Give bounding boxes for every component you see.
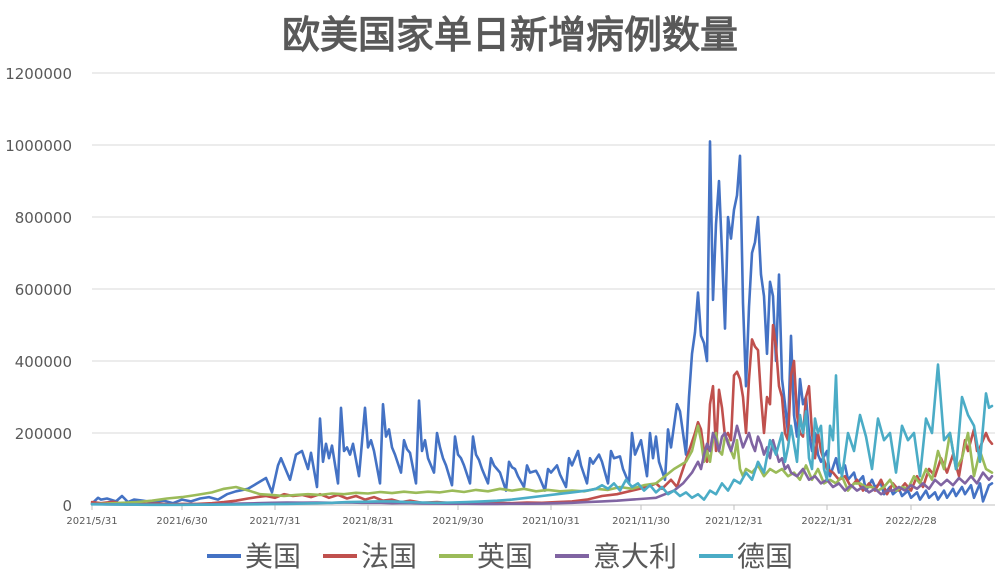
series-lines xyxy=(90,140,994,507)
y-tick-label: 800000 xyxy=(15,209,72,227)
y-tick-label: 600000 xyxy=(15,281,72,299)
x-tick-label: 2021/5/31 xyxy=(66,516,117,527)
x-tick-label: 2021/11/30 xyxy=(612,516,670,527)
y-tick-label: 1200000 xyxy=(5,65,72,83)
series-line-2 xyxy=(90,424,994,506)
x-tick-label: 2022/1/31 xyxy=(801,516,852,527)
legend-label: 法国 xyxy=(361,540,417,573)
x-tick-label: 2021/9/30 xyxy=(432,516,483,527)
legend-label: 德国 xyxy=(737,540,793,573)
y-tick-label: 1000000 xyxy=(5,137,72,155)
x-tick-label: 2021/7/31 xyxy=(249,516,300,527)
legend-item: 英国 xyxy=(439,540,533,573)
chart-title: 欧美国家单日新增病例数量 xyxy=(282,13,738,57)
series-line-0 xyxy=(90,140,994,506)
x-tick-label: 2021/10/31 xyxy=(522,516,580,527)
x-axis: 2021/5/31 2021/6/30 2021/7/31 2021/8/31 2021… xyxy=(66,505,937,527)
y-tick-label: 200000 xyxy=(15,425,72,443)
y-axis: 0 200000 400000 600000 800000 1000000 1200000 xyxy=(5,65,72,515)
legend-label: 美国 xyxy=(245,540,301,573)
x-tick-label: 2021/8/31 xyxy=(342,516,393,527)
y-tick-label: 400000 xyxy=(15,353,72,371)
legend-item: 法国 xyxy=(323,540,417,573)
x-tick-label: 2021/12/31 xyxy=(705,516,763,527)
legend: 美国 法国 英国 意大利 德国 xyxy=(207,540,793,573)
y-tick-label: 0 xyxy=(62,497,72,515)
legend-item: 德国 xyxy=(699,540,793,573)
legend-label: 英国 xyxy=(477,540,533,573)
gridlines xyxy=(92,72,995,506)
series-line-1 xyxy=(90,323,994,506)
x-tick-label: 2021/6/30 xyxy=(156,516,207,527)
series-line-4 xyxy=(90,363,994,507)
legend-item: 意大利 xyxy=(555,540,677,573)
legend-item: 美国 xyxy=(207,540,301,573)
legend-label: 意大利 xyxy=(593,540,677,573)
x-tick-label: 2022/2/28 xyxy=(885,516,936,527)
